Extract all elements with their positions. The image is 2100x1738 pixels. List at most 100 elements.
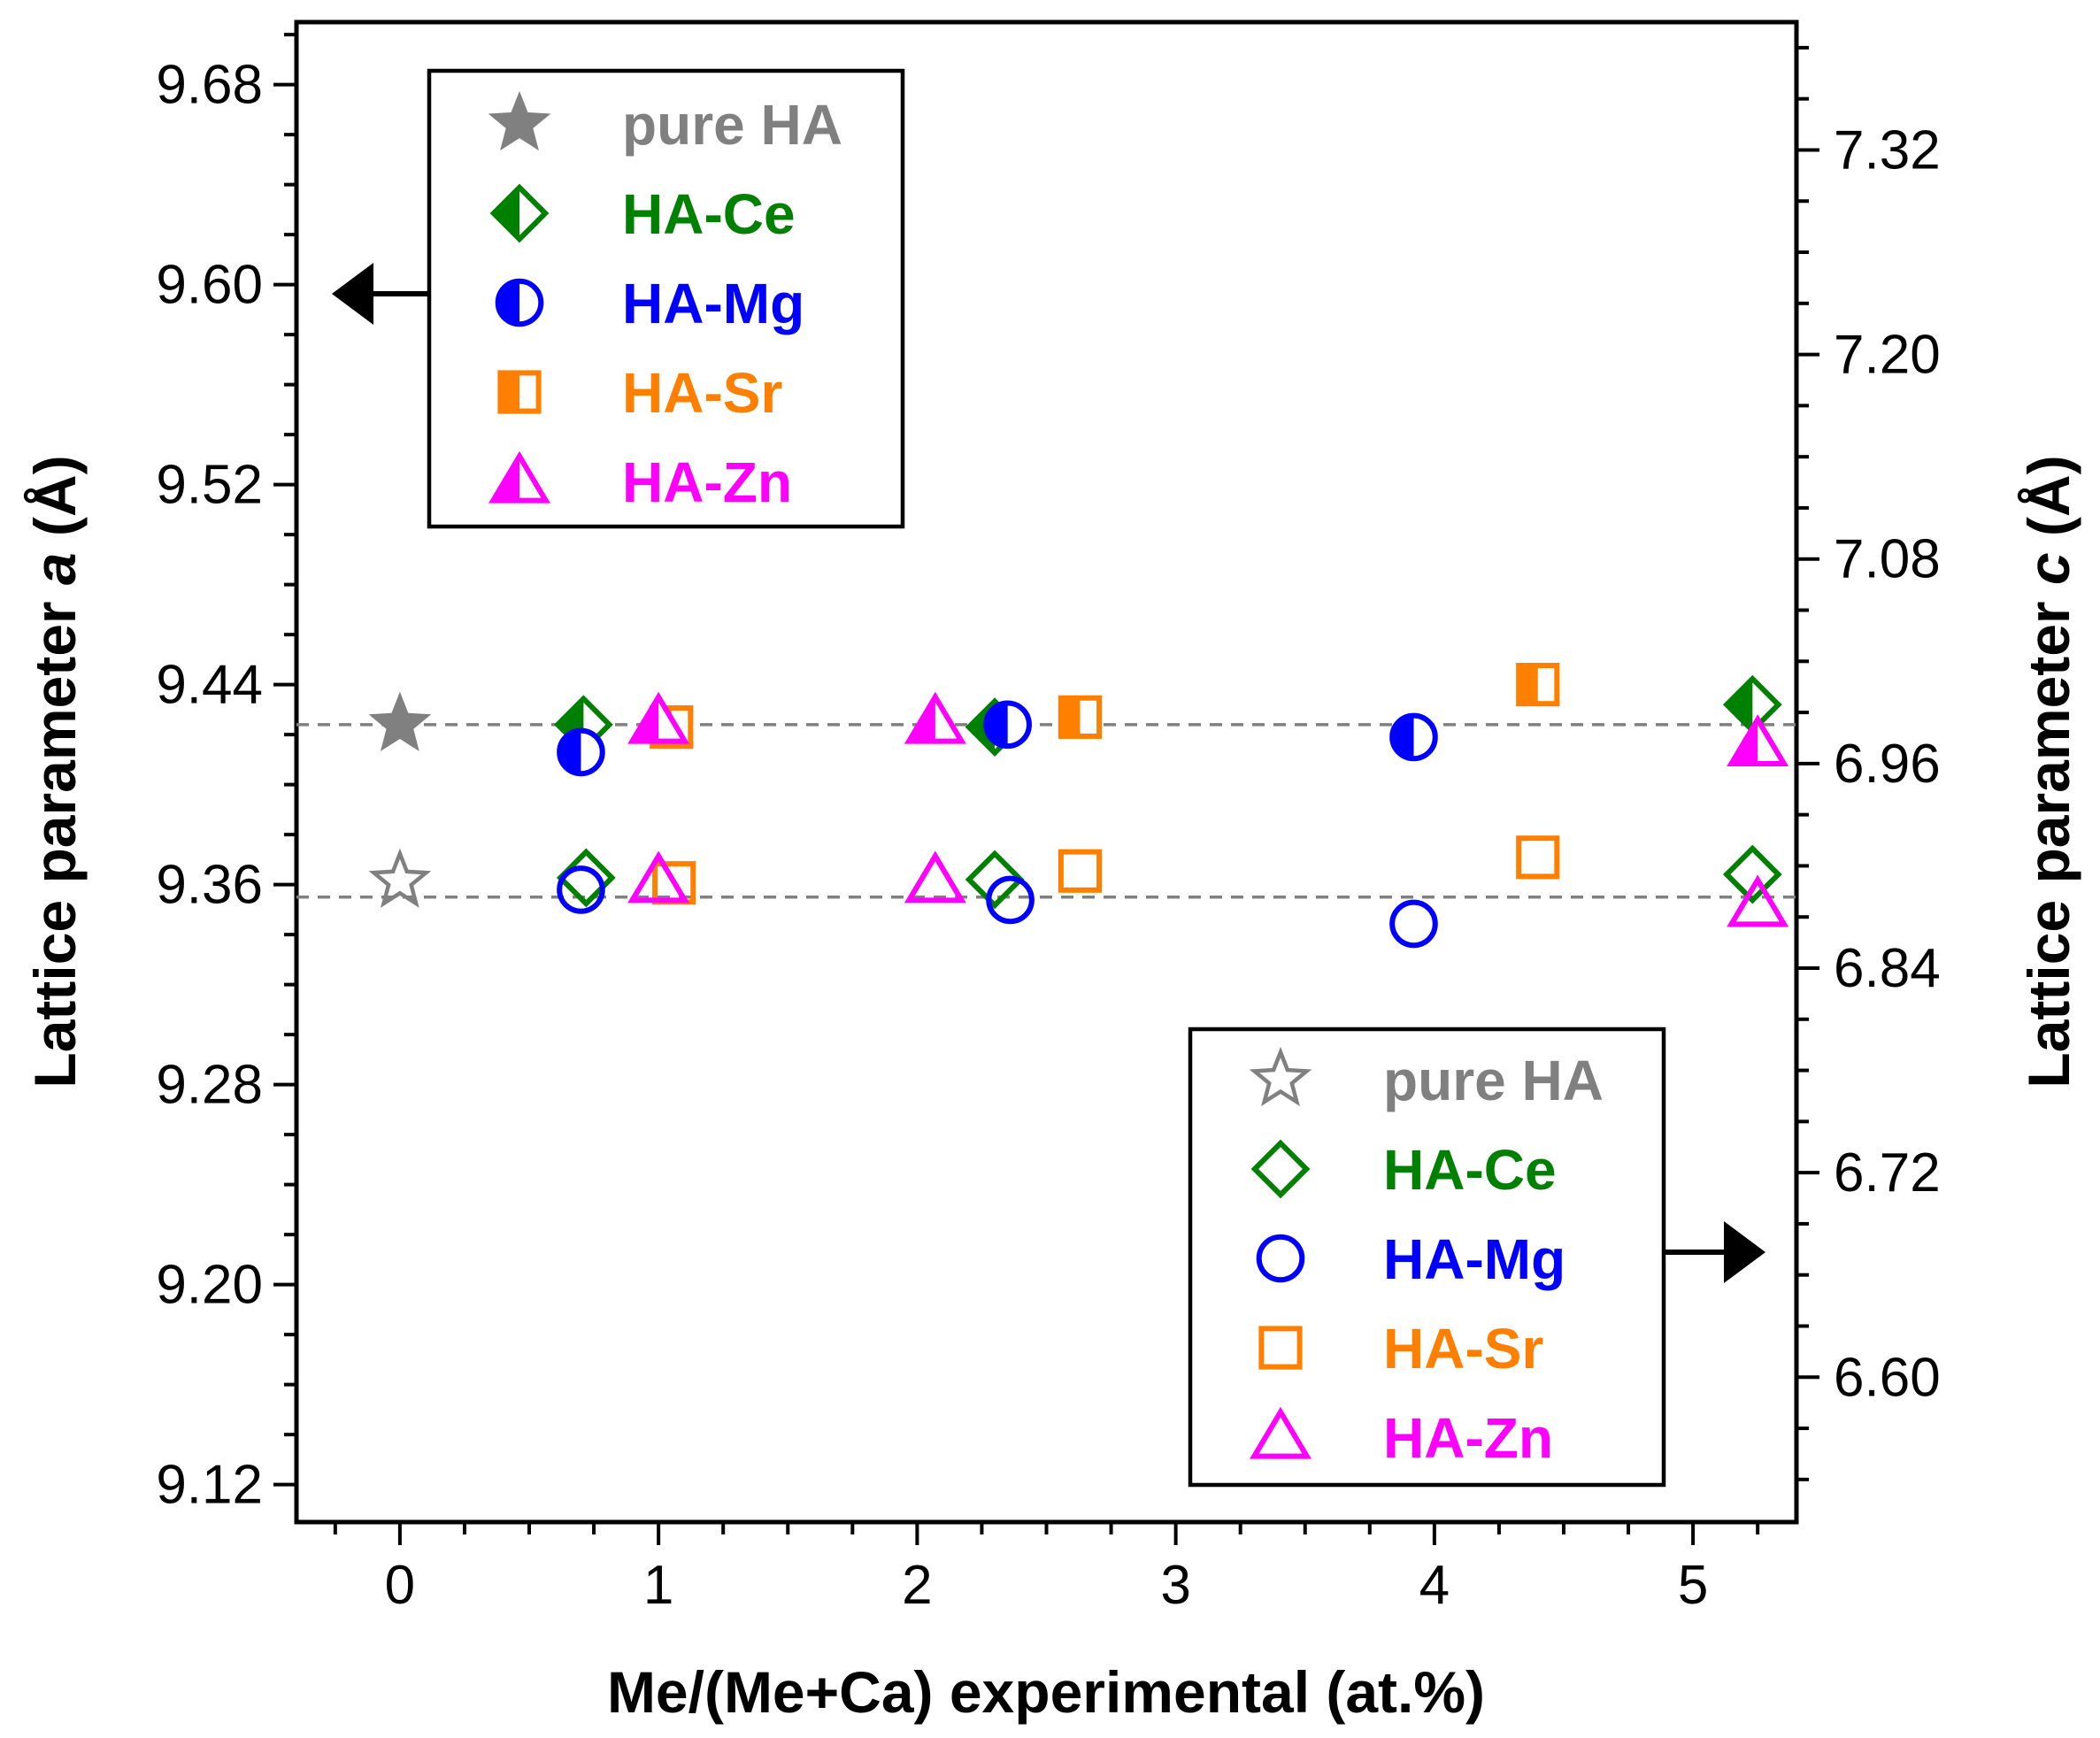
legend-marker <box>488 90 551 151</box>
data-point <box>965 850 1025 910</box>
data-point <box>1389 899 1438 949</box>
x-tick-label: 2 <box>902 1555 932 1616</box>
data-point <box>1516 663 1560 707</box>
y-right-tick-label: 6.60 <box>1834 1347 1941 1408</box>
y-left-tick-label: 9.52 <box>156 455 263 516</box>
y-left-tick-label: 9.36 <box>156 855 263 916</box>
y-left-tick-label: 9.44 <box>156 655 263 716</box>
marker-shape <box>368 691 432 751</box>
data-point <box>986 875 1035 925</box>
data-point <box>627 850 690 904</box>
marker-shape <box>368 848 432 908</box>
marker-outline <box>1727 714 1789 767</box>
data-point <box>368 691 432 751</box>
x-tick-label: 0 <box>385 1555 415 1616</box>
marker-shape <box>1727 874 1789 927</box>
y-axis-left-title: Lattice parameter a (Å) <box>22 455 88 1088</box>
marker-outline <box>1516 663 1560 707</box>
legend-label: pure HA <box>1383 1049 1604 1112</box>
legend-label: HA-Zn <box>1383 1406 1553 1470</box>
legend-right-axis: pure HA HA-Ce HA-Mg HA-Sr HA-Zn <box>1188 1027 1666 1488</box>
y-left-tick-label: 9.60 <box>156 255 263 316</box>
data-point <box>1722 844 1782 904</box>
data-point <box>557 727 605 777</box>
reference-lines <box>296 723 1796 899</box>
y-axis-right-title: Lattice parameter c (Å) <box>2016 455 2081 1088</box>
legend-box <box>1188 1027 1666 1488</box>
marker-shape <box>1250 1406 1312 1459</box>
marker-shape <box>1250 1139 1311 1199</box>
x-tick-label: 5 <box>1678 1555 1708 1616</box>
marker-shape <box>488 90 551 151</box>
data-points <box>368 663 1789 949</box>
marker-shape <box>1516 835 1560 880</box>
legend-label: HA-Mg <box>1383 1227 1565 1291</box>
legend-label: HA-Ce <box>622 182 796 246</box>
marker-half-fill <box>1060 697 1081 736</box>
data-point <box>904 850 966 904</box>
axis-ticks <box>273 33 1819 1545</box>
legend-marker <box>1256 1234 1305 1283</box>
x-tick-label: 4 <box>1419 1555 1450 1616</box>
marker-shape <box>627 850 690 904</box>
y-right-tick-label: 6.84 <box>1834 938 1941 999</box>
marker-outline <box>495 278 544 327</box>
legends: pure HA HA-Ce HA-Mg HA-Sr HA-Zn pure HA HA-Ce H… <box>427 68 1666 1488</box>
y-right-tick-label: 7.32 <box>1834 119 1941 181</box>
data-point <box>983 700 1032 750</box>
marker-half-fill <box>1727 679 1753 731</box>
marker-shape <box>1256 1234 1305 1283</box>
marker-outline <box>557 727 605 777</box>
y-right-tick-label: 6.96 <box>1834 734 1941 795</box>
y-right-tick-label: 7.08 <box>1834 529 1941 590</box>
data-point <box>1727 874 1789 927</box>
x-axis-title: Me/(Me+Ca) experimental (at.%) <box>607 1659 1485 1725</box>
legend-left-axis: pure HA HA-Ce HA-Mg HA-Sr HA-Zn <box>427 68 905 529</box>
legend-label: HA-Sr <box>622 361 782 425</box>
y-left-tick-label: 9.20 <box>156 1255 263 1316</box>
tick-labels: 0 1 2 3 4 5 9.12 9.20 9.28 9.36 9.44 9.52 9.60 9.68 6.… <box>156 55 1940 1616</box>
marker-outline <box>1058 695 1103 739</box>
marker-outline <box>904 691 966 744</box>
y-left-tick-label: 9.68 <box>156 55 263 116</box>
data-point <box>557 865 605 914</box>
legend-marker <box>489 183 550 243</box>
data-point <box>368 848 432 908</box>
legend-label: HA-Ce <box>1383 1138 1557 1202</box>
data-point <box>904 691 966 744</box>
legend-marker <box>1258 1326 1303 1370</box>
marker-outline <box>488 450 550 504</box>
data-point <box>1389 712 1438 762</box>
legend-marker <box>1249 1046 1312 1107</box>
marker-half-fill <box>1519 665 1538 704</box>
right-axis-arrow <box>1664 1221 1765 1283</box>
data-point <box>1058 695 1103 739</box>
data-point <box>1727 714 1789 767</box>
marker-shape <box>904 850 966 904</box>
marker-shape <box>965 850 1025 910</box>
marker-outline <box>497 370 542 414</box>
legend-marker <box>488 450 550 504</box>
y-left-tick-label: 9.12 <box>156 1455 263 1516</box>
legend-label: HA-Zn <box>622 450 792 514</box>
legend-label: HA-Mg <box>622 272 804 335</box>
legend-label: HA-Sr <box>1383 1317 1543 1380</box>
marker-outline <box>489 183 550 243</box>
marker-outline <box>627 691 690 744</box>
marker-shape <box>1249 1046 1312 1107</box>
legend-marker <box>497 370 542 414</box>
left-axis-arrow <box>332 263 429 325</box>
marker-half-fill <box>500 373 519 411</box>
marker-shape <box>1389 899 1438 949</box>
y-right-tick-label: 7.20 <box>1834 325 1941 386</box>
marker-shape <box>1258 1326 1303 1370</box>
marker-shape <box>1058 849 1103 893</box>
x-tick-label: 3 <box>1160 1555 1190 1616</box>
marker-shape <box>1722 844 1782 904</box>
data-point <box>1058 849 1103 893</box>
marker-outline <box>983 700 1032 750</box>
legend-marker <box>495 278 544 327</box>
legend-label: pure HA <box>622 93 842 157</box>
x-tick-label: 1 <box>643 1555 673 1616</box>
